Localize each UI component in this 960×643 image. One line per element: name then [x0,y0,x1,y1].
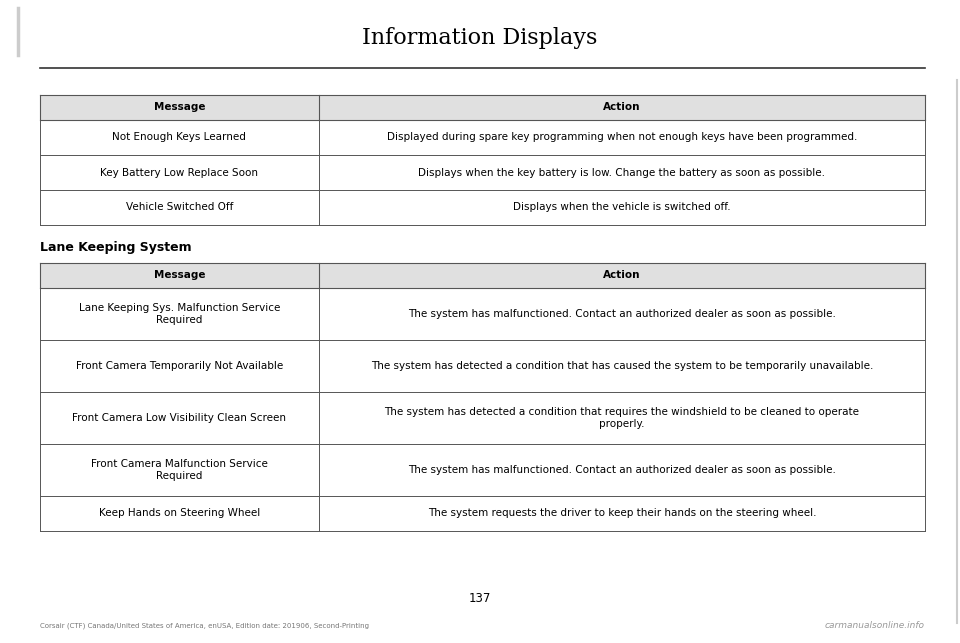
Text: Vehicle Switched Off: Vehicle Switched Off [126,203,233,212]
Bar [40,155,925,190]
Text: Action: Action [603,102,640,113]
Text: Key Battery Low Replace Soon: Key Battery Low Replace Soon [101,167,258,177]
Bar [40,496,925,531]
Text: Not Enough Keys Learned: Not Enough Keys Learned [112,132,247,143]
Text: carmanualsonline.info: carmanualsonline.info [825,622,925,631]
Text: Displays when the vehicle is switched off.: Displays when the vehicle is switched of… [513,203,731,212]
Bar [40,392,925,444]
Text: Action: Action [603,271,640,280]
Bar [40,190,925,225]
Text: The system has detected a condition that has caused the system to be temporarily: The system has detected a condition that… [371,361,873,371]
Bar [40,95,925,120]
Text: The system has detected a condition that requires the windshield to be cleaned t: The system has detected a condition that… [384,407,859,429]
Text: 137: 137 [468,592,492,604]
Text: Lane Keeping Sys. Malfunction Service
Required: Lane Keeping Sys. Malfunction Service Re… [79,303,280,325]
Text: The system has malfunctioned. Contact an authorized dealer as soon as possible.: The system has malfunctioned. Contact an… [408,309,836,319]
Bar [40,340,925,392]
Text: Displays when the key battery is low. Change the battery as soon as possible.: Displays when the key battery is low. Ch… [419,167,826,177]
Text: Front Camera Low Visibility Clean Screen: Front Camera Low Visibility Clean Screen [72,413,286,423]
Text: The system requests the driver to keep their hands on the steering wheel.: The system requests the driver to keep t… [427,509,816,518]
Text: The system has malfunctioned. Contact an authorized dealer as soon as possible.: The system has malfunctioned. Contact an… [408,465,836,475]
Text: Displayed during spare key programming when not enough keys have been programmed: Displayed during spare key programming w… [387,132,857,143]
Text: Front Camera Malfunction Service
Required: Front Camera Malfunction Service Require… [91,459,268,481]
Bar [40,288,925,340]
Text: Message: Message [154,102,205,113]
Bar [40,263,925,288]
Text: Corsair (CTF) Canada/United States of America, enUSA, Edition date: 201906, Seco: Corsair (CTF) Canada/United States of Am… [40,623,369,629]
Text: Keep Hands on Steering Wheel: Keep Hands on Steering Wheel [99,509,260,518]
Bar [40,444,925,496]
Text: Lane Keeping System: Lane Keeping System [40,240,192,253]
Text: Message: Message [154,271,205,280]
Bar [40,120,925,155]
Text: Information Displays: Information Displays [362,27,598,49]
Text: Front Camera Temporarily Not Available: Front Camera Temporarily Not Available [76,361,283,371]
